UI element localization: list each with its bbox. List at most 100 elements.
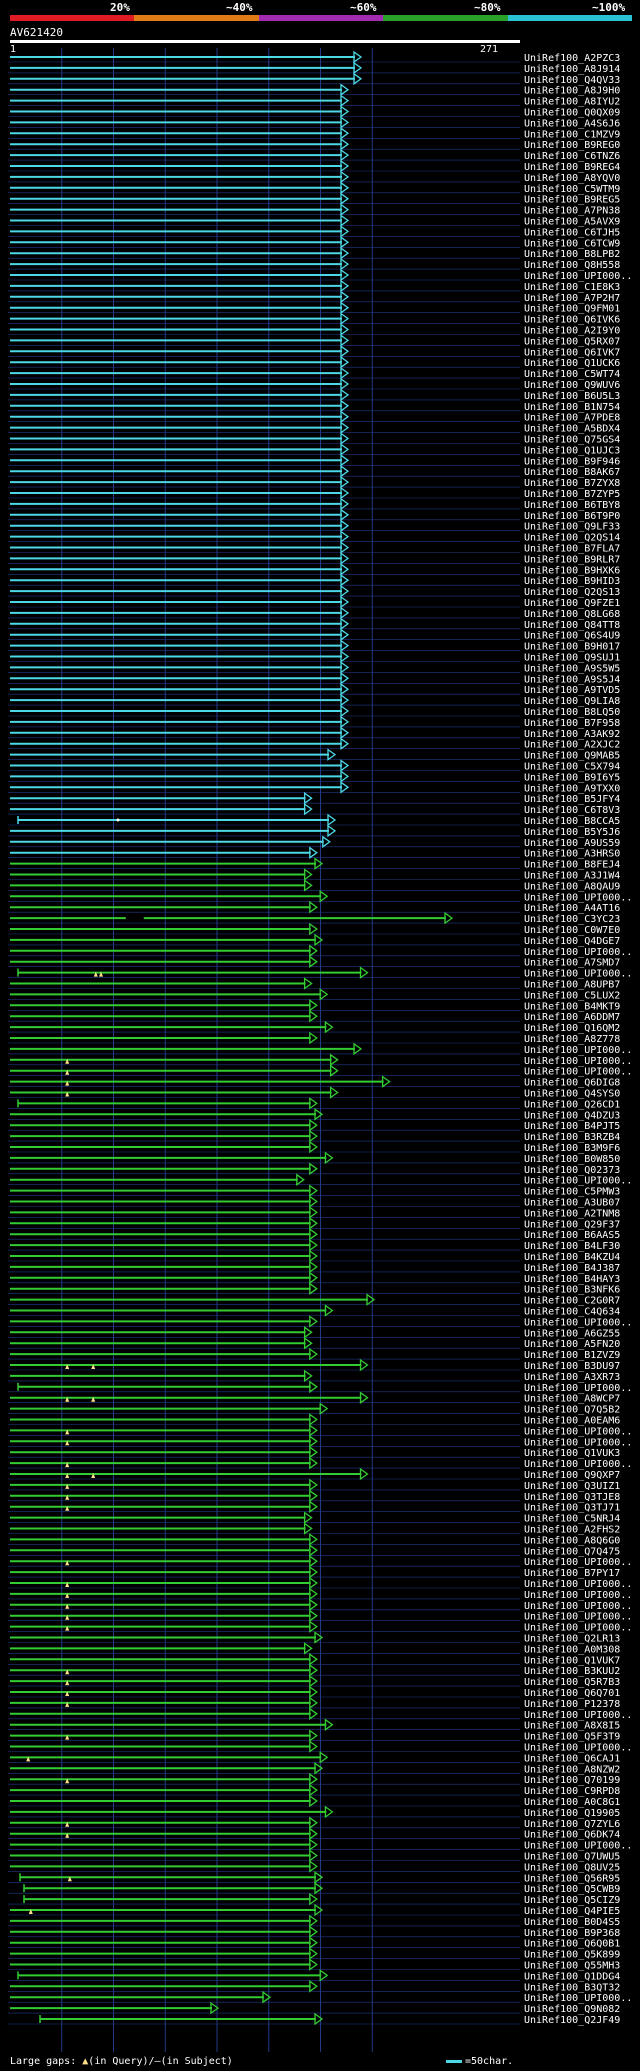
hit-label[interactable]: UniRef100_B8LPB2 [524, 249, 620, 260]
hit-label[interactable]: UniRef100_B9HXK6 [524, 565, 620, 576]
hit-label[interactable]: UniRef100_Q3UIZ1 [524, 1481, 620, 1492]
hit-label[interactable]: UniRef100_A8WCP7 [524, 1394, 620, 1405]
hit-label[interactable]: UniRef100_B0W850 [524, 1154, 620, 1165]
hit-label[interactable]: UniRef100_UPI000.. [524, 1437, 632, 1448]
hit-label[interactable]: UniRef100_Q2QS14 [524, 533, 620, 544]
hit-label[interactable]: UniRef100_C5NRJ4 [524, 1514, 620, 1525]
hit-label[interactable]: UniRef100_Q84TT8 [524, 620, 620, 631]
hit-label[interactable]: UniRef100_UPI000.. [524, 969, 632, 980]
hit-label[interactable]: UniRef100_B7FLA7 [524, 544, 620, 555]
hit-label[interactable]: UniRef100_B8AK67 [524, 467, 620, 478]
hit-label[interactable]: UniRef100_A7SMD7 [524, 958, 620, 969]
hit-label[interactable]: UniRef100_B6T9P0 [524, 511, 620, 522]
hit-label[interactable]: UniRef100_A3J1W4 [524, 871, 620, 882]
hit-label[interactable]: UniRef100_A6GZ55 [524, 1328, 620, 1339]
hit-label[interactable]: UniRef100_UPI000.. [524, 1710, 632, 1721]
hit-label[interactable]: UniRef100_B8CCA5 [524, 816, 620, 827]
hit-label[interactable]: UniRef100_A4S6J6 [524, 118, 620, 129]
hit-label[interactable]: UniRef100_UPI000.. [524, 1841, 632, 1852]
hit-label[interactable]: UniRef100_Q4PIE5 [524, 1906, 620, 1917]
hit-label[interactable]: UniRef100_UPI000.. [524, 1612, 632, 1623]
hit-label[interactable]: UniRef100_UPI000.. [524, 1993, 632, 2004]
hit-label[interactable]: UniRef100_C2G0R7 [524, 1296, 620, 1307]
hit-label[interactable]: UniRef100_B9REG5 [524, 195, 620, 206]
hit-label[interactable]: UniRef100_B3QT32 [524, 1982, 620, 1993]
hit-label[interactable]: UniRef100_B1ZVZ9 [524, 1350, 620, 1361]
hit-label[interactable]: UniRef100_A7PDE8 [524, 413, 620, 424]
hit-label[interactable]: UniRef100_A2TNM8 [524, 1208, 620, 1219]
hit-label[interactable]: UniRef100_A8NZW2 [524, 1764, 620, 1775]
hit-label[interactable]: UniRef100_A8Z778 [524, 1034, 620, 1045]
hit-label[interactable]: UniRef100_Q2QS13 [524, 587, 620, 598]
hit-label[interactable]: UniRef100_B1N754 [524, 402, 620, 413]
hit-label[interactable]: UniRef100_B5Y5J6 [524, 827, 620, 838]
hit-label[interactable]: UniRef100_Q5RX07 [524, 336, 620, 347]
hit-label[interactable]: UniRef100_P12378 [524, 1699, 620, 1710]
hit-label[interactable]: UniRef100_A7P2H7 [524, 293, 620, 304]
hit-label[interactable]: UniRef100_UPI000.. [524, 1459, 632, 1470]
hit-label[interactable]: UniRef100_A9TXX0 [524, 783, 620, 794]
hit-label[interactable]: UniRef100_C5WTM9 [524, 184, 620, 195]
hit-label[interactable]: UniRef100_Q5CIZ9 [524, 1895, 620, 1906]
hit-label[interactable]: UniRef100_A8QAU9 [524, 881, 620, 892]
hit-label[interactable]: UniRef100_Q2JF49 [524, 2015, 620, 2026]
hit-label[interactable]: UniRef100_Q4QV33 [524, 75, 620, 86]
hit-label[interactable]: UniRef100_UPI000.. [524, 1067, 632, 1078]
hit-label[interactable]: UniRef100_A2XJC2 [524, 740, 620, 751]
hit-label[interactable]: UniRef100_Q5CWB9 [524, 1884, 620, 1895]
hit-label[interactable]: UniRef100_C5LUX2 [524, 990, 620, 1001]
hit-label[interactable]: UniRef100_Q6S4U9 [524, 631, 620, 642]
hit-label[interactable]: UniRef100_A5BDX4 [524, 424, 620, 435]
hit-label[interactable]: UniRef100_Q9N082 [524, 2004, 620, 2015]
hit-label[interactable]: UniRef100_Q6CAJ1 [524, 1753, 620, 1764]
hit-label[interactable]: UniRef100_UPI000.. [524, 1317, 632, 1328]
hit-label[interactable]: UniRef100_A2FHS2 [524, 1525, 620, 1536]
hit-label[interactable]: UniRef100_C5X794 [524, 762, 620, 773]
hit-label[interactable]: UniRef100_A6DDM7 [524, 1012, 620, 1023]
hit-label[interactable]: UniRef100_Q9LIA8 [524, 696, 620, 707]
hit-label[interactable]: UniRef100_B6TBY8 [524, 500, 620, 511]
hit-label[interactable]: UniRef100_A9S5J4 [524, 674, 620, 685]
hit-label[interactable]: UniRef100_A5AVX9 [524, 217, 620, 228]
hit-label[interactable]: UniRef100_B5JFY4 [524, 794, 620, 805]
hit-label[interactable]: UniRef100_Q5K899 [524, 1950, 620, 1961]
hit-label[interactable]: UniRef100_Q55MH3 [524, 1961, 620, 1972]
hit-label[interactable]: UniRef100_Q4DGE7 [524, 936, 620, 947]
hit-label[interactable]: UniRef100_UPI000.. [524, 1426, 632, 1437]
hit-label[interactable]: UniRef100_B6AAS5 [524, 1230, 620, 1241]
hit-label[interactable]: UniRef100_B9F946 [524, 456, 620, 467]
hit-label[interactable]: UniRef100_A3UB07 [524, 1198, 620, 1209]
hit-label[interactable]: UniRef100_C4Q634 [524, 1307, 620, 1318]
hit-label[interactable]: UniRef100_Q2LR13 [524, 1634, 620, 1645]
hit-label[interactable]: UniRef100_A0C8G1 [524, 1797, 620, 1808]
hit-label[interactable]: UniRef100_Q3TJ71 [524, 1503, 620, 1514]
hit-label[interactable]: UniRef100_B8LQ50 [524, 707, 620, 718]
hit-label[interactable]: UniRef100_B7ZYP5 [524, 489, 620, 500]
hit-label[interactable]: UniRef100_B9REG0 [524, 140, 620, 151]
hit-label[interactable]: UniRef100_Q8UV25 [524, 1862, 620, 1873]
hit-label[interactable]: UniRef100_Q16QM2 [524, 1023, 620, 1034]
hit-label[interactable]: UniRef100_Q0QX09 [524, 108, 620, 119]
hit-label[interactable]: UniRef100_Q6Q0B1 [524, 1939, 620, 1950]
hit-label[interactable]: UniRef100_Q70199 [524, 1775, 620, 1786]
hit-label[interactable]: UniRef100_Q7ZYL6 [524, 1819, 620, 1830]
hit-label[interactable]: UniRef100_A4AT16 [524, 903, 620, 914]
hit-label[interactable]: UniRef100_B9HID3 [524, 576, 620, 587]
hit-label[interactable]: UniRef100_UPI000.. [524, 1557, 632, 1568]
hit-label[interactable]: UniRef100_Q9SUJ1 [524, 653, 620, 664]
hit-label[interactable]: UniRef100_Q9FM01 [524, 304, 620, 315]
hit-label[interactable]: UniRef100_A8UPB7 [524, 980, 620, 991]
hit-label[interactable]: UniRef100_Q6Q701 [524, 1688, 620, 1699]
hit-label[interactable]: UniRef100_Q6IVK7 [524, 347, 620, 358]
hit-label[interactable]: UniRef100_Q26CD1 [524, 1099, 620, 1110]
hit-label[interactable]: UniRef100_Q5F3T9 [524, 1732, 620, 1743]
hit-label[interactable]: UniRef100_Q7Q5B2 [524, 1405, 620, 1416]
hit-label[interactable]: UniRef100_B7PY17 [524, 1568, 620, 1579]
hit-label[interactable]: UniRef100_Q02373 [524, 1165, 620, 1176]
hit-label[interactable]: UniRef100_A9US59 [524, 838, 620, 849]
hit-label[interactable]: UniRef100_A7PN38 [524, 206, 620, 217]
hit-label[interactable]: UniRef100_Q9FZE1 [524, 598, 620, 609]
hit-label[interactable]: UniRef100_Q9LF33 [524, 522, 620, 533]
hit-label[interactable]: UniRef100_Q7UWU5 [524, 1852, 620, 1863]
hit-label[interactable]: UniRef100_A8J914 [524, 64, 620, 75]
